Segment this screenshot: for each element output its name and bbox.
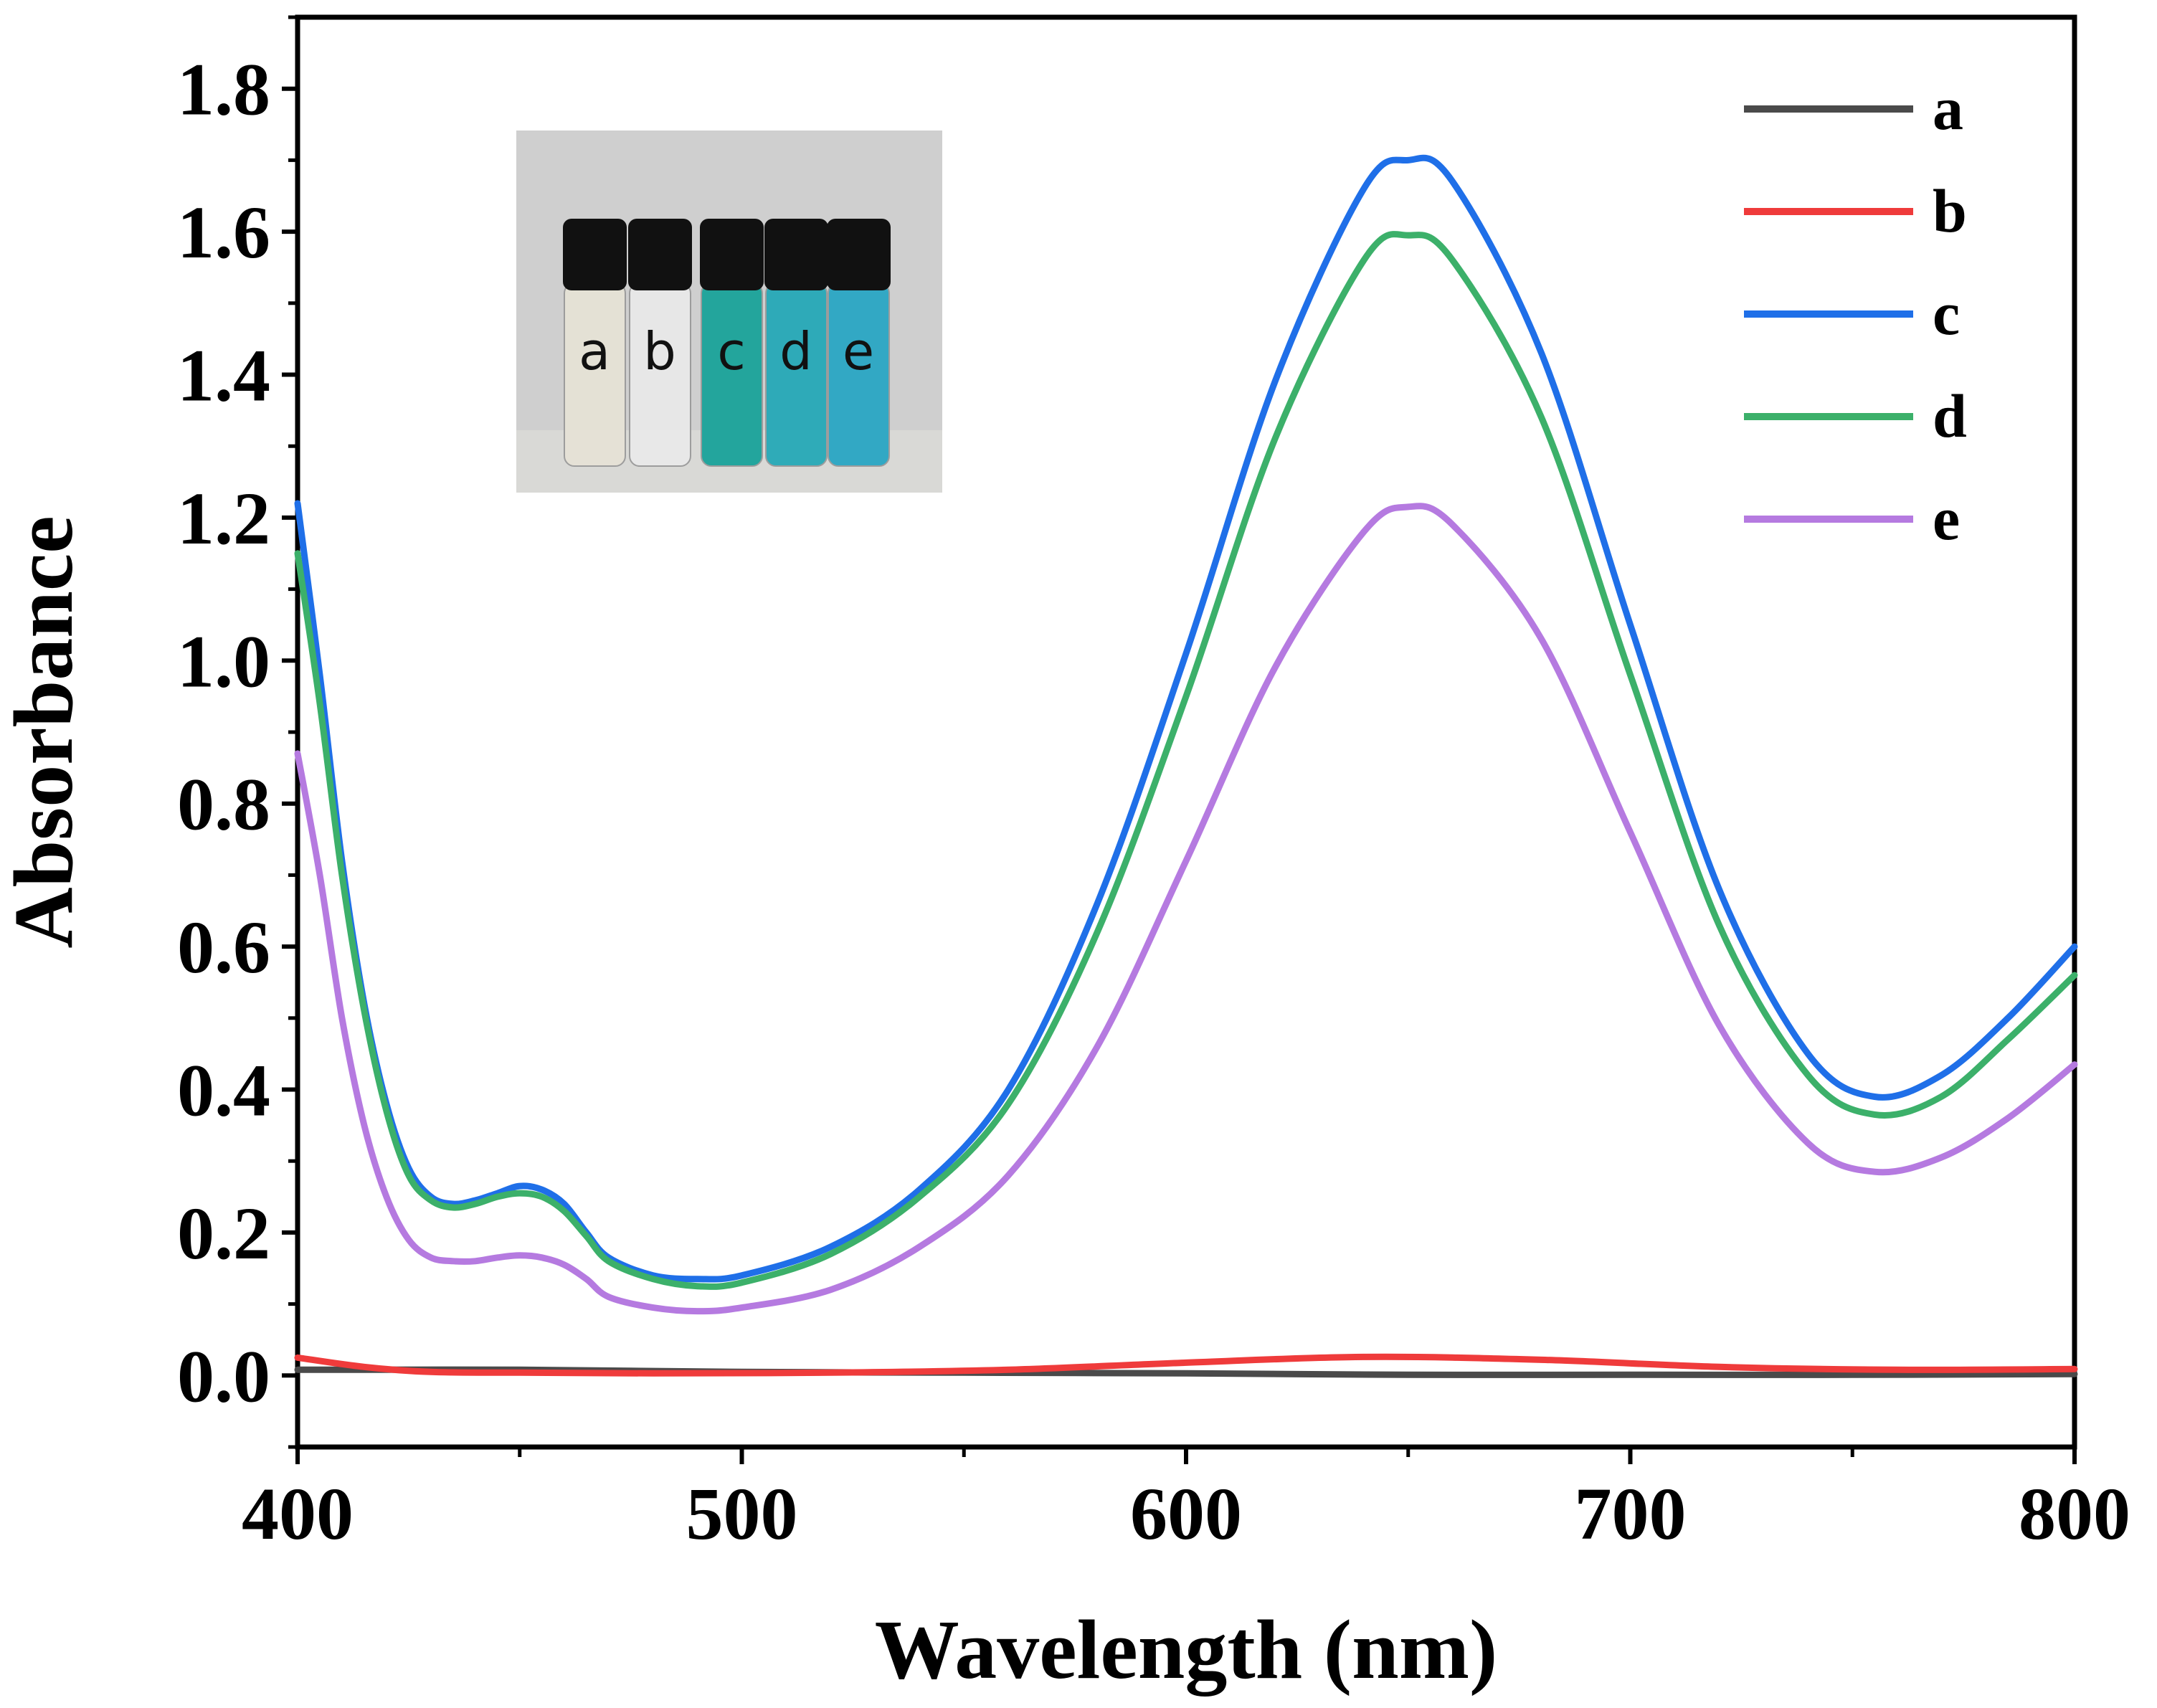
x-tick-label: 700 (1575, 1473, 1687, 1555)
legend-label-e: e (1933, 484, 1960, 553)
vial-cap-a (563, 219, 627, 290)
x-tick-label: 600 (1130, 1473, 1242, 1555)
vial-cap-b (628, 219, 692, 290)
legend-label-a: a (1933, 74, 1963, 143)
vial-cap-c (700, 219, 764, 290)
vial-cap-d (764, 219, 828, 290)
y-tick-label: 1.0 (177, 620, 270, 703)
vial-label-b: b (643, 321, 676, 381)
vial-label-a: a (579, 321, 610, 381)
x-axis-title: Wavelength (nm) (875, 1603, 1498, 1697)
series-line-b (294, 1353, 2078, 1377)
y-tick-label: 1.2 (177, 478, 270, 560)
y-tick-label: 0.0 (177, 1335, 270, 1418)
y-tick-label: 0.2 (177, 1192, 270, 1275)
y-tick-label: 1.6 (177, 191, 270, 274)
series-line-d (294, 231, 2078, 1290)
y-tick-label: 1.4 (177, 335, 270, 417)
legend-label-d: d (1933, 381, 1967, 450)
vial-label-e: e (843, 321, 874, 381)
y-axis-title: Absorbance (0, 516, 90, 948)
y-tick-label: 1.8 (177, 49, 270, 131)
series-line-e (294, 503, 2078, 1315)
x-tick-label: 800 (2019, 1473, 2130, 1555)
legend-label-c: c (1933, 279, 1960, 348)
x-axis-ticks: 400 500 600 700 800 (242, 1447, 2130, 1555)
x-tick-label: 500 (686, 1473, 798, 1555)
vial-label-d: d (779, 321, 812, 381)
y-tick-label: 0.8 (177, 764, 270, 846)
vial-label-c: c (717, 321, 746, 381)
x-tick-label: 400 (242, 1473, 354, 1555)
y-tick-label: 0.6 (177, 906, 270, 989)
series-layer (294, 154, 2078, 1378)
y-tick-label: 0.4 (177, 1050, 270, 1132)
legend-label-b: b (1933, 176, 1967, 245)
vial-cap-e (827, 219, 891, 290)
y-axis-ticks: 0.0 0.2 0.4 0.6 0.8 1.0 1.2 1.4 1.6 1.8 (177, 15, 298, 1449)
